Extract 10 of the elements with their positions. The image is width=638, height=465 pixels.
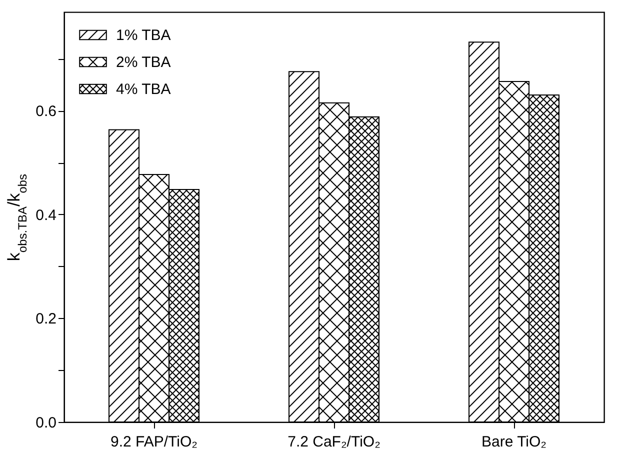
x-tick-label: Bare TiO₂: [481, 434, 547, 450]
legend-label: 2% TBA: [116, 54, 171, 71]
legend-label: 1% TBA: [116, 27, 171, 44]
x-tick-label: 9.2 FAP/TiO₂: [110, 434, 198, 450]
y-tick-label: 0.6: [36, 103, 56, 120]
y-tick-label: 0.2: [36, 310, 56, 328]
y-tick-label: 0.4: [36, 206, 56, 224]
legend-label: 4% TBA: [116, 81, 171, 98]
x-tick-label: 7.2 CaF₂/TiO₂: [288, 434, 381, 450]
y-tick-label: 0.0: [36, 414, 56, 432]
